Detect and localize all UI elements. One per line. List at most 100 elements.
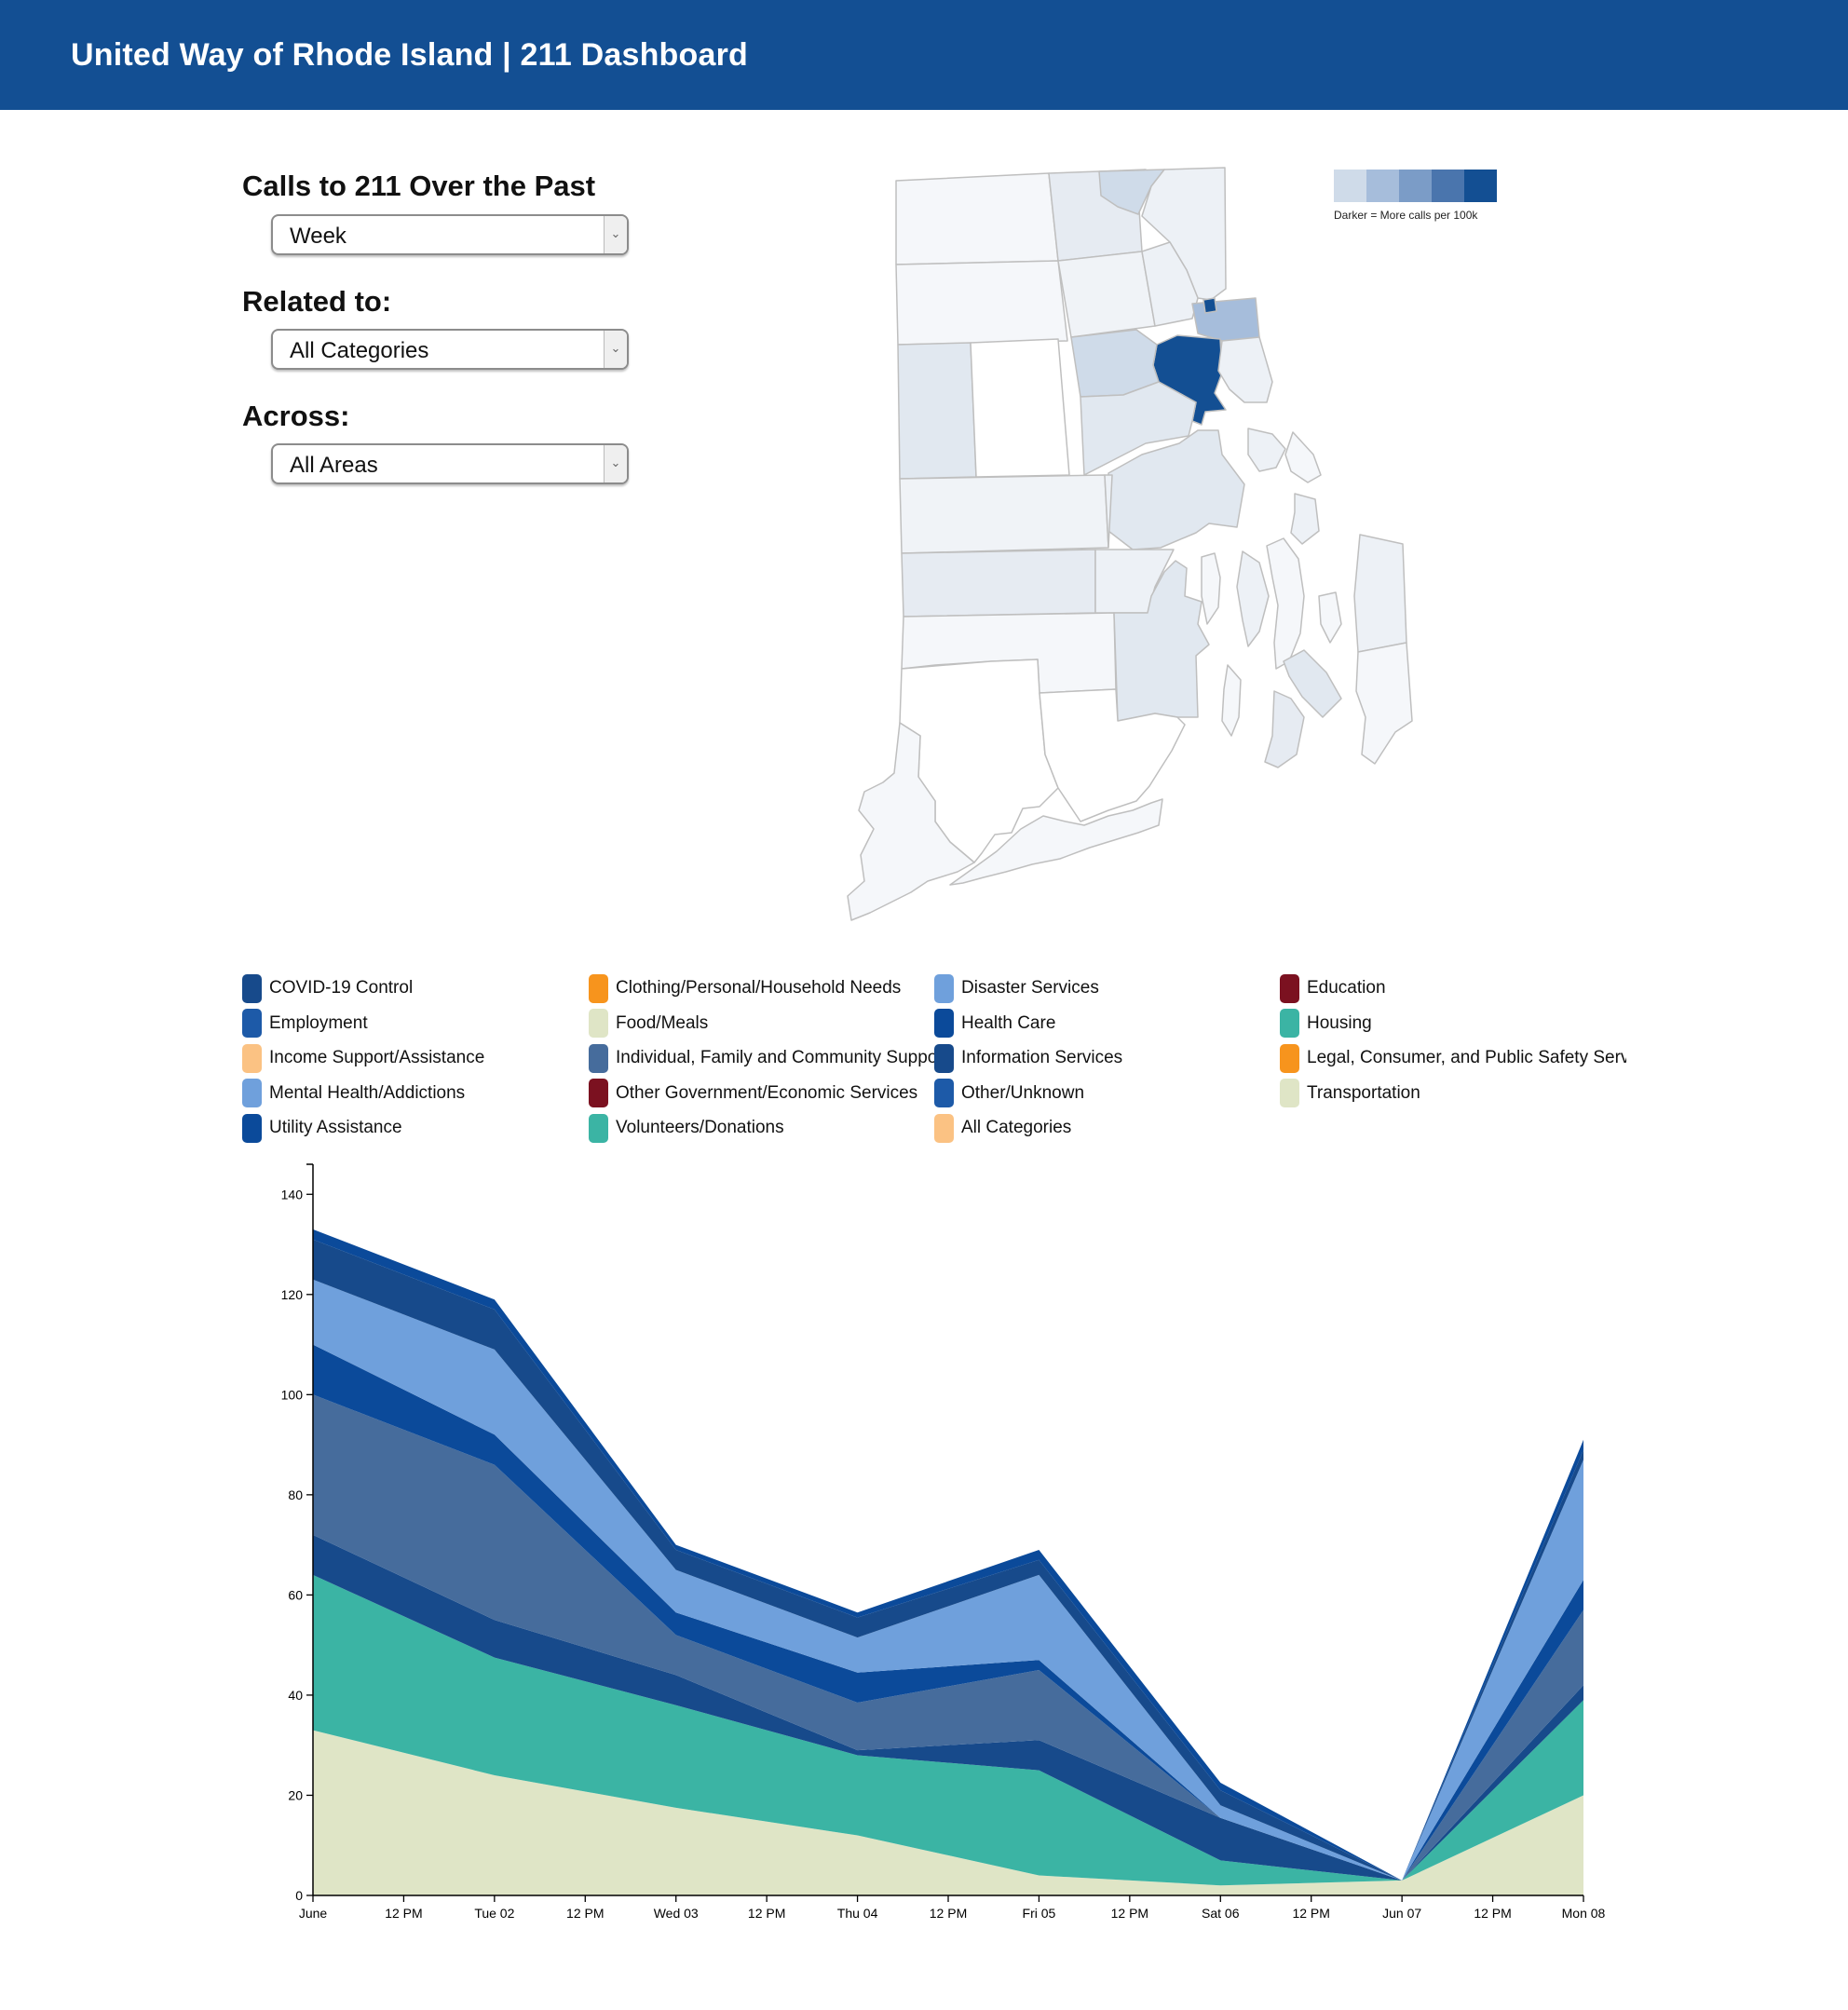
map-region[interactable] (970, 338, 1070, 478)
map-region[interactable] (899, 474, 1109, 554)
map-region[interactable] (1080, 381, 1197, 476)
map-scale-swatch (1464, 170, 1497, 202)
legend-label: Mental Health/Addictions (269, 1082, 466, 1103)
chevron-down-icon[interactable]: ⌄ (604, 216, 627, 253)
map-region[interactable] (901, 549, 1096, 618)
map-region[interactable] (949, 798, 1163, 886)
area-select[interactable]: All Areas ⌄ (271, 443, 629, 484)
map-region[interactable] (1104, 474, 1113, 549)
area-series[interactable] (313, 1394, 1583, 1881)
map-region[interactable] (1318, 591, 1342, 644)
x-tick-label: June (299, 1906, 328, 1921)
legend-item[interactable]: Employment (242, 1008, 578, 1039)
map-region[interactable] (847, 722, 975, 921)
x-tick-label: Thu 04 (837, 1906, 878, 1921)
y-tick-label: 80 (288, 1487, 303, 1502)
legend-item[interactable]: Education (1280, 972, 1626, 1004)
map-region[interactable] (1203, 297, 1217, 314)
legend-label: Other Government/Economic Services (616, 1082, 918, 1103)
legend-item[interactable]: Individual, Family and Community Support (589, 1042, 935, 1074)
period-select[interactable]: Week ⌄ (271, 214, 629, 255)
category-select-value: All Categories (290, 338, 429, 363)
map-legend-text: Darker = More calls per 100k (1334, 209, 1478, 222)
category-select[interactable]: All Categories ⌄ (271, 329, 629, 370)
map-region[interactable] (895, 172, 1059, 265)
x-tick-label: Wed 03 (654, 1906, 699, 1921)
legend-item[interactable]: Mental Health/Addictions (242, 1078, 578, 1109)
map-color-legend: Darker = More calls per 100k (1334, 170, 1497, 222)
map-region[interactable] (1191, 297, 1260, 342)
area-series[interactable] (313, 1279, 1583, 1881)
legend-item[interactable]: Legal, Consumer, and Public Safety Servi… (1280, 1042, 1626, 1074)
area-series[interactable] (313, 1730, 1583, 1895)
legend-label: All Categories (961, 1118, 1072, 1137)
legend-label: Clothing/Personal/Household Needs (616, 978, 902, 998)
legend-item[interactable]: Utility Assistance (242, 1112, 578, 1144)
map-region[interactable] (1039, 688, 1186, 822)
legend-item[interactable]: Other Government/Economic Services (589, 1078, 935, 1109)
legend-label: Transportation (1307, 1082, 1420, 1103)
map-scale-swatch (1432, 170, 1464, 202)
legend-label: Health Care (961, 1012, 1056, 1033)
legend-item[interactable]: All Categories (934, 1112, 1271, 1144)
legend-swatch (242, 1043, 262, 1073)
area-series[interactable] (313, 1574, 1583, 1886)
legend-swatch (589, 973, 608, 1003)
legend-swatch (1280, 1079, 1299, 1107)
map-region[interactable] (1221, 664, 1242, 737)
area-series[interactable] (313, 1239, 1583, 1881)
chevron-down-icon[interactable]: ⌄ (604, 331, 627, 368)
legend-swatch (934, 1079, 954, 1107)
category-label: Related to: (242, 285, 392, 318)
legend-label: Housing (1307, 1012, 1372, 1033)
legend-item[interactable]: Transportation (1280, 1078, 1626, 1109)
legend-swatch (934, 973, 954, 1003)
rhode-island-map (847, 167, 1413, 921)
page-title: United Way of Rhode Island | 211 Dashboa… (71, 37, 748, 73)
y-tick-label: 140 (281, 1187, 304, 1202)
legend-item[interactable]: Volunteers/Donations (589, 1112, 935, 1144)
x-tick-label: 12 PM (748, 1906, 785, 1921)
map-region[interactable] (1290, 493, 1320, 545)
map-region[interactable] (1283, 649, 1342, 718)
map-region[interactable] (1264, 690, 1305, 768)
period-label: Calls to 211 Over the Past (242, 170, 596, 202)
legend-item[interactable]: COVID-19 Control (242, 972, 578, 1004)
header-bar: United Way of Rhode Island | 211 Dashboa… (0, 0, 1848, 110)
map-region[interactable] (1355, 642, 1413, 765)
map-region[interactable] (1236, 550, 1270, 647)
legend-swatch (589, 1043, 608, 1073)
legend-item[interactable]: Food/Meals (589, 1008, 935, 1039)
legend-swatch (242, 973, 262, 1003)
x-tick-label: 12 PM (566, 1906, 604, 1921)
map-region[interactable] (1217, 336, 1273, 403)
chevron-down-icon[interactable]: ⌄ (604, 445, 627, 482)
map-region[interactable] (1057, 251, 1156, 338)
map-region[interactable] (1141, 241, 1199, 327)
map-region[interactable] (1201, 552, 1221, 625)
legend-item[interactable]: Other/Unknown (934, 1078, 1271, 1109)
map-region[interactable] (895, 260, 1068, 346)
legend-item[interactable]: Clothing/Personal/Household Needs (589, 972, 935, 1004)
legend-label: Food/Meals (616, 1012, 709, 1033)
map-region[interactable] (1247, 428, 1286, 472)
legend-item[interactable]: Housing (1280, 1008, 1626, 1039)
legend-item[interactable]: Disaster Services (934, 972, 1271, 1004)
legend-item[interactable]: Income Support/Assistance (242, 1042, 578, 1074)
map-region[interactable] (1284, 431, 1322, 483)
area-label: Across: (242, 400, 350, 432)
map-region[interactable] (1266, 537, 1305, 670)
x-tick-label: Sat 06 (1202, 1906, 1240, 1921)
stacked-area-chart: 0 20 40 60 80 100 120 140 June 12 PM Tue 02 12 PM We… (281, 1163, 1606, 1921)
legend-item[interactable]: Health Care (934, 1008, 1271, 1039)
legend-swatch (1280, 973, 1299, 1003)
map-region[interactable] (897, 342, 977, 480)
x-tick-label: 12 PM (1474, 1906, 1511, 1921)
legend-label: Volunteers/Donations (616, 1118, 784, 1137)
legend-item[interactable]: Information Services (934, 1042, 1271, 1074)
chart-axes: 0 20 40 60 80 100 120 140 June 12 PM Tue 02 12 PM We… (281, 1163, 1606, 1921)
legend-label: Other/Unknown (961, 1082, 1085, 1103)
legend-label: Legal, Consumer, and Public Safety Servi… (1307, 1048, 1626, 1067)
legend-swatch (1280, 1009, 1299, 1038)
map-region[interactable] (1353, 534, 1407, 653)
